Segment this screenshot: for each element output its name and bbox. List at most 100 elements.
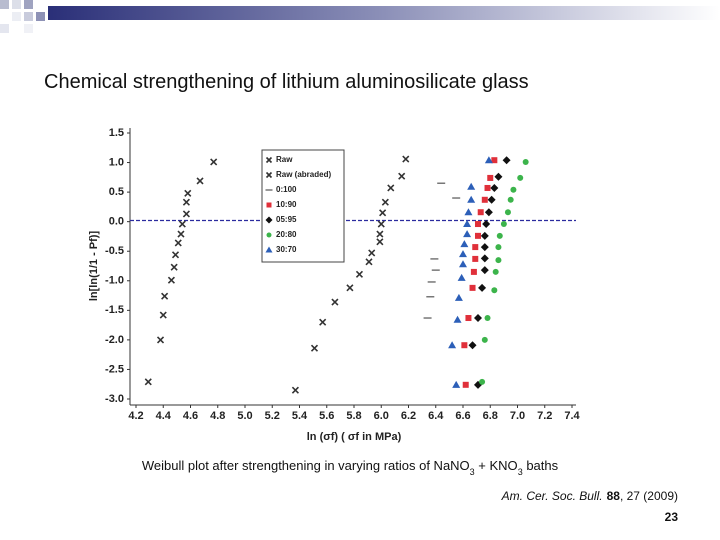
page-number: 23 [665,510,679,524]
x-tick-label: 7.4 [564,410,580,422]
marker-x [398,172,406,180]
marker-circle [491,287,498,294]
marker-triangle [452,380,461,388]
series [461,157,498,388]
legend: Raw Raw (abraded) 0:100 10:90 05:95 20:80 30:7… [261,149,345,263]
citation-rest: , 27 (2009) [620,489,678,503]
x-tick-label: 5.8 [346,410,361,422]
marker-triangle [467,195,476,203]
x-tick-label: 5.4 [292,410,308,422]
marker-square [461,342,468,349]
marker-diamond [487,195,496,204]
caption: Weibull plot after strengthening in vary… [142,458,559,477]
marker-triangle [453,315,462,323]
caption-text: baths [523,458,559,473]
marker-circle [481,336,488,343]
marker-x [368,249,376,257]
marker-square [487,174,494,181]
marker-x [376,238,384,246]
slide-title: Chemical strengthening of lithium alumin… [44,71,529,93]
marker-circle [504,209,511,216]
marker-triangle [463,230,472,238]
citation: Am. Cer. Soc. Bull. 88, 27 (2009) [501,489,678,503]
marker-circle [496,232,503,239]
marker-diamond [478,283,487,292]
marker-x [331,298,339,306]
marker-triangle [448,341,457,349]
marker-diamond [480,266,489,275]
marker-square [469,284,476,291]
marker-x [144,378,152,386]
series [468,156,511,389]
marker-x [379,209,387,217]
marker-diamond [502,156,511,165]
marker-x [167,276,175,284]
marker-x [182,210,190,218]
x-tick-label: 4.8 [210,410,225,422]
marker-x [171,251,180,259]
x-tick-label: 6.6 [455,410,470,422]
marker-triangle [457,273,466,281]
x-tick-label: 6.8 [483,410,498,422]
series [423,182,461,319]
marker-x [210,158,218,166]
caption-sub: 3 [470,467,475,477]
legend-box [261,149,345,263]
marker-diamond [468,341,477,350]
marker-x [184,189,192,197]
x-tick-label: 7.0 [510,410,525,422]
marker-diamond [473,314,482,323]
citation-journal: Am. Cer. Soc. Bull. [501,489,603,503]
marker-x [310,344,319,352]
plot: -3.0 -2.5 -2.0 -1.5 -1.0 -0.5 0.0 0.5 1.0 1.5 4.2 4… [88,127,581,443]
y-tick-label: 0.5 [109,186,124,198]
marker-x [161,292,169,300]
marker-x [355,270,364,278]
legend-label: 05:95 [276,215,297,224]
marker-diamond [265,216,273,224]
marker-diamond [480,243,489,252]
marker-square [465,315,472,322]
x-tick-label: 6.0 [374,410,389,422]
series [448,156,493,388]
y-tick-label: -1.5 [105,304,124,316]
marker-x [174,239,182,247]
marker-circle [484,315,491,322]
legend-label: 30:70 [276,245,297,254]
series [144,158,218,386]
x-axis-label: ln (σf) ( σf in MPa) [307,431,402,443]
x-tick-label: 4.2 [128,410,143,422]
x-tick-label: 7.2 [537,410,552,422]
x-tick-label: 5.2 [265,410,280,422]
marker-triangle [467,182,476,190]
marker-circle [507,196,514,203]
marker-triangle [459,260,467,268]
marker-x [381,198,389,206]
header-decoration [0,0,720,33]
marker-circle [495,257,502,264]
marker-square [266,202,272,208]
marker-square [462,381,469,388]
marker-x [170,263,178,271]
marker-square [470,268,477,275]
y-tick-label: -1.0 [105,275,124,287]
y-tick-label: -0.5 [105,245,124,257]
marker-square [491,157,498,164]
marker-x [196,177,204,185]
marker-square [474,232,481,239]
marker-x [365,258,373,266]
caption-text: + KNO [475,458,518,473]
y-tick-label: -3.0 [105,393,124,405]
marker-x [265,156,273,164]
marker-triangle [464,208,473,216]
y-axis-label: ln[ln(1/1 - Pf)] [88,231,100,302]
marker-square [477,209,484,216]
caption-sub: 3 [518,467,523,477]
marker-square [474,221,481,228]
legend-label: 20:80 [276,230,297,239]
marker-x [402,155,410,163]
legend-label: 0:100 [276,185,297,194]
y-tick-label: 0.0 [109,216,124,228]
marker-square [484,184,491,191]
